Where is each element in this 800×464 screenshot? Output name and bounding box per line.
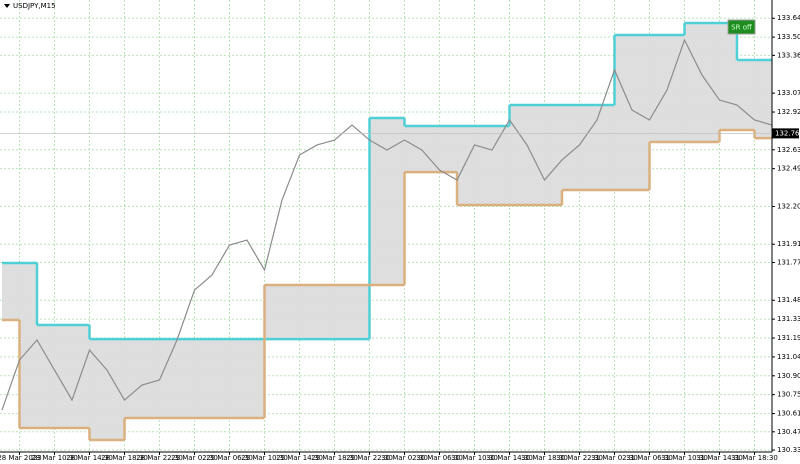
- x-tick-label: 30 Mar 10:30: [451, 454, 498, 462]
- plot: [1, 21, 773, 442]
- sr-button[interactable]: [727, 19, 756, 35]
- y-tick-label: 133.070: [777, 89, 800, 97]
- y-tick-label: 131.480: [777, 296, 800, 304]
- x-tick-label: 30 Mar 18:30: [521, 454, 568, 462]
- y-tick-label: 131.770: [777, 258, 800, 266]
- x-tick-label: 28 Mar 14:30: [66, 454, 113, 462]
- y-tick-label: 132.635: [777, 146, 800, 154]
- x-tick-label: 28 Mar 10:30: [31, 454, 78, 462]
- y-tick-label: 131.910: [777, 240, 800, 248]
- y-tick-label: 130.900: [777, 372, 800, 380]
- x-tick-label: 30 Mar 06:30: [416, 454, 463, 462]
- x-tick-label: 31 Mar 10:30: [661, 454, 708, 462]
- y-tick-label: 130.610: [777, 410, 800, 418]
- y-tick-label: 132.490: [777, 165, 800, 173]
- x-tick-label: 28 Mar 2023: [0, 454, 42, 462]
- x-tick-label: 31 Mar 02:30: [591, 454, 638, 462]
- x-tick-label: 29 Mar 06:30: [206, 454, 253, 462]
- y-tick-label: 133.500: [777, 33, 800, 41]
- price-line: [1, 38, 773, 411]
- y-tick-label: 130.755: [777, 391, 800, 399]
- x-tick-label: 31 Mar 06:30: [626, 454, 673, 462]
- y-tick-label: 131.190: [777, 334, 800, 342]
- y-tick-label: 132.200: [777, 202, 800, 210]
- x-tick-label: 30 Mar 22:30: [556, 454, 603, 462]
- x-tick-label: 30 Mar 02:30: [381, 454, 428, 462]
- x-tick-label: 28 Mar 22:30: [136, 454, 183, 462]
- sr-button-label[interactable]: SR off: [731, 24, 752, 32]
- x-tick-label: 29 Mar 02:30: [171, 454, 218, 462]
- y-tick-label: 133.360: [777, 51, 800, 59]
- x-tick-label: 28 Mar 18:30: [101, 454, 148, 462]
- last-price-box: [772, 128, 799, 139]
- x-tick-label: 29 Mar 22:30: [346, 454, 393, 462]
- x-tick-label: 31 Mar 18:30: [731, 454, 778, 462]
- y-tick-label: 132.925: [777, 108, 800, 116]
- y-tick-label: 133.645: [777, 14, 800, 22]
- x-tick-label: 29 Mar 18:30: [311, 454, 358, 462]
- x-tick-label: 30 Mar 14:30: [486, 454, 533, 462]
- y-tick-label: 130.470: [777, 428, 800, 436]
- x-tick-label: 31 Mar 14:30: [696, 454, 743, 462]
- channel-fill: [2, 23, 772, 441]
- y-tick-label: 131.045: [777, 353, 800, 361]
- menu-arrow[interactable]: [4, 4, 10, 8]
- y-tick-label: 130.330: [777, 446, 800, 454]
- last-price-label: 132.761: [775, 129, 800, 137]
- x-tick-label: 29 Mar 14:30: [276, 454, 323, 462]
- y-tick-label: 131.335: [777, 315, 800, 323]
- x-tick-label: 29 Mar 10:30: [241, 454, 288, 462]
- chart-title: USDJPY,M15: [13, 2, 56, 10]
